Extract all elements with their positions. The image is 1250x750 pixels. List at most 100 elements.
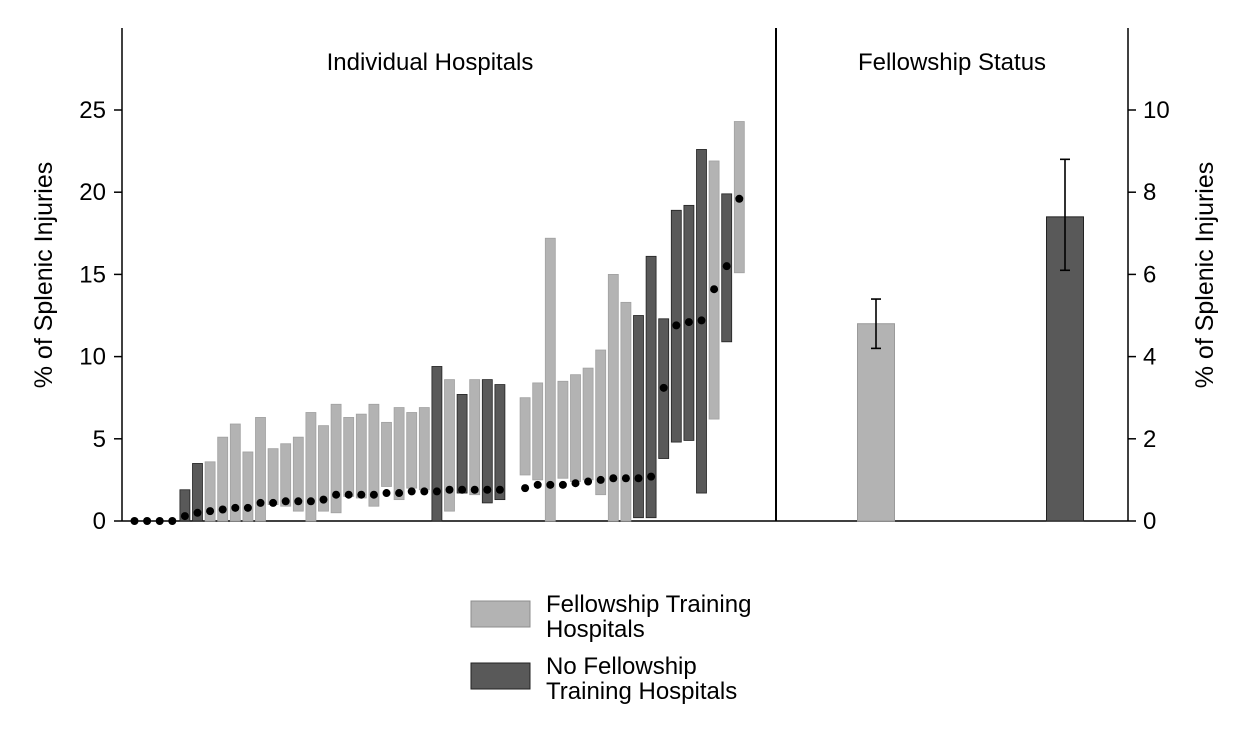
hospital-point xyxy=(735,194,744,203)
left-y-ticks: 0 5 10 15 20 25 xyxy=(79,97,122,535)
panel-title-fellowship: Fellowship Status xyxy=(858,49,1046,76)
hospital-point xyxy=(609,474,618,483)
no-fellowship-range-bar xyxy=(494,384,506,501)
fellowship-range-bar xyxy=(381,421,392,487)
fellowship-range-bar xyxy=(217,436,229,522)
hospital-point xyxy=(155,517,164,525)
hospital-point xyxy=(344,490,353,499)
right-y-ticks: 0 2 4 6 8 10 xyxy=(1128,97,1170,535)
hospital-point xyxy=(256,498,265,507)
legend-label-no-fellowship-line2: Training Hospitals xyxy=(546,678,737,705)
fellowship-range-bar xyxy=(255,417,266,522)
hospital-point xyxy=(634,474,643,483)
hospital-point xyxy=(710,285,719,294)
hospital-point xyxy=(722,262,731,271)
fellowship-range-bar xyxy=(393,407,405,501)
hospital-point xyxy=(483,485,492,494)
hospital-point xyxy=(445,485,454,494)
fellowship-range-bar xyxy=(368,403,380,507)
right-y-tick-label: 8 xyxy=(1143,179,1156,206)
legend: Fellowship Training Hospitals No Fellows… xyxy=(470,591,751,705)
fellowship-range-bar xyxy=(469,379,481,496)
hospital-points xyxy=(130,194,744,525)
left-y-tick-label: 10 xyxy=(79,344,106,371)
hospital-point xyxy=(420,487,429,496)
right-y-axis-title: % of Splenic Injuries xyxy=(1191,162,1219,389)
fellowship-range-bar xyxy=(544,237,556,522)
legend-label-fellowship-line2: Hospitals xyxy=(546,616,645,643)
fellowship-range-bar xyxy=(620,301,632,522)
no-fellowship-range-bar xyxy=(456,394,468,494)
fellowship-range-bar xyxy=(607,273,619,522)
hospital-point xyxy=(533,480,542,489)
left-y-tick-label: 5 xyxy=(93,426,106,453)
hospital-point xyxy=(281,497,290,506)
hospital-point xyxy=(382,489,391,498)
hospital-point xyxy=(130,517,139,525)
hospital-point xyxy=(521,484,530,493)
hospital-point xyxy=(319,495,328,504)
legend-swatch-fellowship xyxy=(470,600,531,628)
fellowship-range-bar xyxy=(582,367,594,481)
left-y-tick-label: 15 xyxy=(79,261,106,288)
hospital-point xyxy=(193,508,202,517)
no-fellowship-range-bar xyxy=(179,489,191,522)
right-y-tick-label: 10 xyxy=(1143,97,1170,124)
hospital-point xyxy=(647,472,656,481)
hospital-point xyxy=(357,490,366,499)
hospital-point xyxy=(395,489,404,498)
hospital-point xyxy=(180,512,189,521)
fellowship-range-bar xyxy=(229,423,241,522)
hospital-point xyxy=(294,497,303,506)
fellowship-range-bar xyxy=(570,374,581,482)
right-y-tick-label: 6 xyxy=(1143,261,1156,288)
fellowship-range-bar xyxy=(444,379,455,512)
right-y-tick-label: 4 xyxy=(1143,344,1156,371)
hospital-point xyxy=(470,485,479,494)
no-fellowship-range-bar xyxy=(192,463,203,522)
panel-title-individual: Individual Hospitals xyxy=(327,49,534,76)
hospital-point xyxy=(143,517,152,525)
hospital-point xyxy=(596,475,605,484)
no-fellowship-range-bar xyxy=(431,366,443,522)
hospital-point xyxy=(697,316,706,325)
hospital-point xyxy=(684,318,693,327)
right-y-tick-label: 0 xyxy=(1143,508,1156,535)
hospital-point xyxy=(168,517,177,525)
no-fellowship-range-bar xyxy=(481,379,493,504)
hospital-point xyxy=(621,474,630,483)
fellowship-range-bar xyxy=(242,451,254,522)
legend-label-no-fellowship-line1: No Fellowship xyxy=(546,653,697,680)
fellowship-range-bar xyxy=(406,412,418,489)
fellowship-range-bar xyxy=(280,443,292,507)
hospital-point xyxy=(231,503,240,512)
hospital-point xyxy=(584,477,593,486)
fellowship-range-bar xyxy=(532,382,544,481)
fellowship-range-bar xyxy=(557,380,569,479)
fellowship-range-bar xyxy=(292,436,304,512)
hospital-point xyxy=(672,321,681,330)
fellowship-range-bar xyxy=(267,448,279,505)
legend-label-fellowship-line1: Fellowship Training xyxy=(546,591,751,618)
fellowship-range-bar xyxy=(305,412,317,522)
legend-swatch-no-fellowship xyxy=(470,662,531,690)
hospital-point xyxy=(306,497,315,506)
hospital-range-bars xyxy=(179,121,745,522)
hospital-point xyxy=(332,490,341,499)
hospital-point xyxy=(407,487,416,496)
fellowship-range-bar xyxy=(343,417,355,497)
right-y-tick-label: 2 xyxy=(1143,426,1156,453)
left-y-tick-label: 25 xyxy=(79,97,106,124)
fellowship-range-bar xyxy=(418,407,430,491)
fellowship-status-bars xyxy=(857,158,1084,522)
hospital-point xyxy=(243,503,252,512)
hospital-point xyxy=(206,507,215,516)
fellowship-range-bar xyxy=(595,349,607,496)
fellowship-status-bar xyxy=(857,323,895,522)
hospital-point xyxy=(495,485,504,494)
hospital-point xyxy=(546,480,555,489)
fellowship-range-bar xyxy=(204,461,216,522)
no-fellowship-range-bar xyxy=(645,255,657,519)
hospital-point xyxy=(558,480,567,489)
